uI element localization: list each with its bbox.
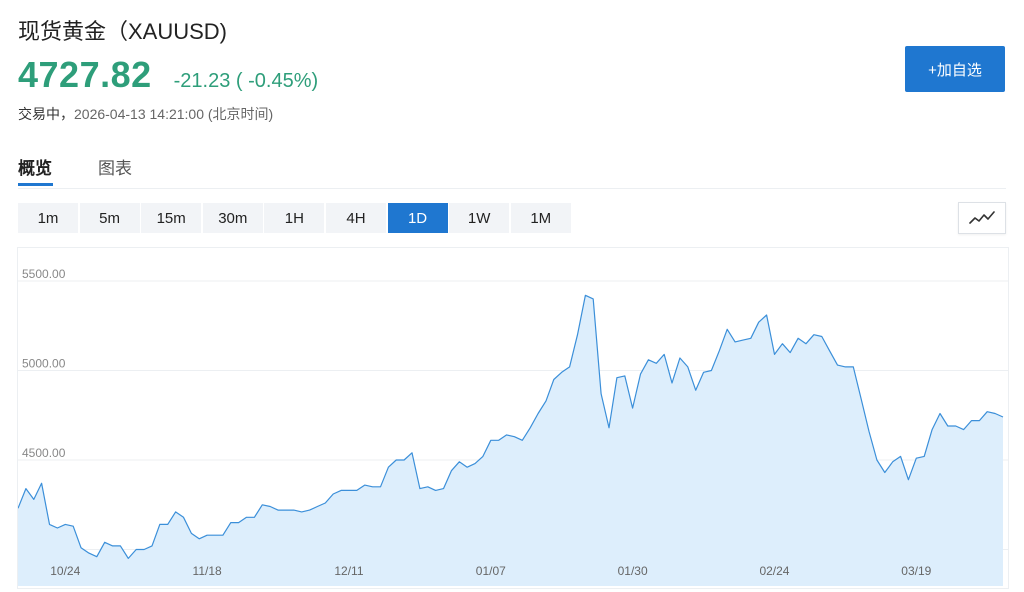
trading-status-label: 交易中， bbox=[18, 106, 74, 122]
last-price: 4727.82 bbox=[18, 54, 152, 95]
x-tick-label: 01/07 bbox=[476, 564, 506, 578]
period-1w[interactable]: 1W bbox=[449, 203, 510, 233]
price-row: 4727.82 -21.23 ( -0.45%) bbox=[18, 54, 318, 96]
x-tick-label: 01/30 bbox=[618, 564, 648, 578]
period-4h[interactable]: 4H bbox=[325, 203, 386, 233]
x-tick-label: 02/24 bbox=[759, 564, 789, 578]
period-5m[interactable]: 5m bbox=[79, 203, 140, 233]
price-chart: 4000.004500.005000.005500.0010/2411/1812… bbox=[17, 247, 1009, 589]
trading-status: 交易中，2026-04-13 14:21:00 (北京时间) bbox=[18, 104, 273, 124]
period-1h[interactable]: 1H bbox=[264, 203, 325, 233]
price-area bbox=[18, 295, 1003, 586]
y-tick-label: 5000.00 bbox=[22, 357, 66, 371]
x-tick-label: 11/18 bbox=[193, 564, 222, 578]
y-tick-label: 5500.00 bbox=[22, 267, 66, 281]
period-1m[interactable]: 1m bbox=[18, 203, 78, 233]
chart-type-button[interactable] bbox=[958, 202, 1006, 234]
y-tick-label: 4500.00 bbox=[22, 446, 66, 460]
line-chart-icon bbox=[969, 211, 995, 224]
x-tick-label: 03/19 bbox=[901, 564, 931, 578]
x-tick-label: 12/11 bbox=[334, 564, 363, 578]
period-selector: 1m 5m 15m 30m 1H 4H 1D 1W 1M bbox=[18, 203, 572, 233]
price-change: -21.23 ( -0.45%) bbox=[173, 70, 319, 92]
x-tick-label: 10/24 bbox=[50, 564, 80, 578]
period-1d[interactable]: 1D bbox=[387, 203, 448, 233]
period-30m[interactable]: 30m bbox=[202, 203, 263, 233]
period-15m[interactable]: 15m bbox=[141, 203, 202, 233]
active-tab-indicator bbox=[18, 183, 53, 186]
period-1mo[interactable]: 1M bbox=[510, 203, 571, 233]
price-chart-svg: 4000.004500.005000.005500.0010/2411/1812… bbox=[18, 267, 1008, 586]
price-line bbox=[18, 294, 1004, 559]
page-title: 现货黄金（XAUUSD) bbox=[18, 19, 228, 44]
trading-timestamp: 2026-04-13 14:21:00 (北京时间) bbox=[74, 106, 274, 122]
tab-overview[interactable]: 概览 bbox=[18, 159, 52, 178]
add-watchlist-button[interactable]: +加自选 bbox=[905, 46, 1005, 92]
tab-chart[interactable]: 图表 bbox=[98, 159, 132, 178]
tab-bar: 概览 图表 bbox=[18, 152, 1006, 189]
